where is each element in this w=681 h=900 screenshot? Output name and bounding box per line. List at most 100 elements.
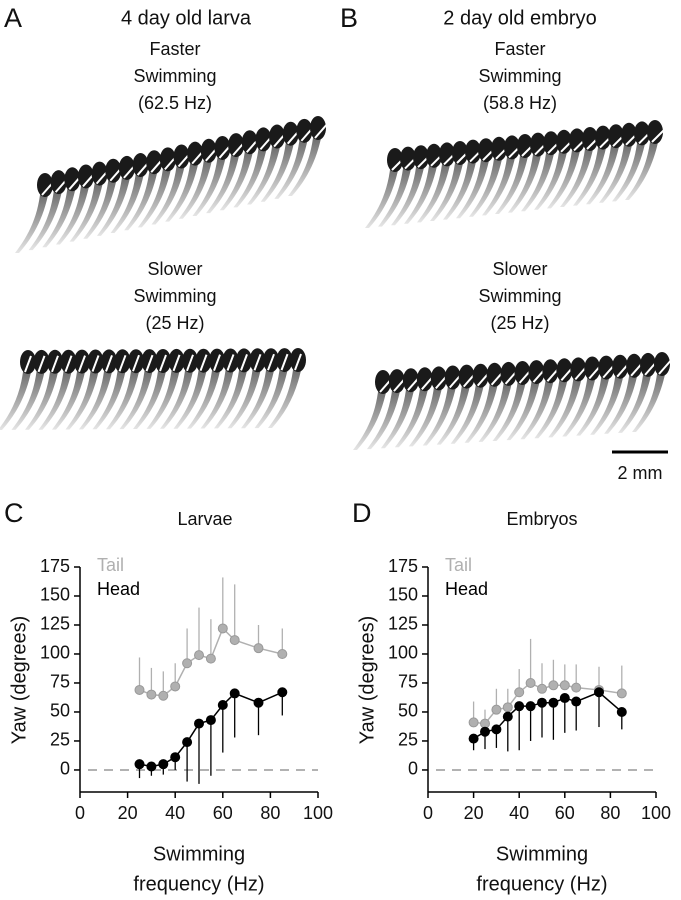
fish-tail (187, 360, 222, 429)
fish-head (402, 368, 419, 393)
x-tick-label: 60 (213, 803, 233, 823)
fish-tail (353, 382, 388, 450)
data-point (134, 684, 145, 695)
x-tick-label: 100 (641, 803, 671, 823)
fish-tail (450, 375, 486, 444)
fish-tail (83, 170, 119, 239)
fish-head (640, 352, 657, 377)
fish-tail (42, 179, 78, 248)
fish-tail (547, 140, 582, 209)
data-point (491, 704, 502, 715)
fish-axis (226, 354, 235, 371)
data-point (514, 687, 525, 698)
fish-tail (106, 361, 141, 430)
y-tick-label: 0 (408, 759, 418, 779)
fish-tail (79, 361, 114, 430)
data-point (480, 726, 490, 737)
panel-letter: B (340, 3, 358, 33)
fish-head (478, 138, 494, 163)
y-tick-label: 25 (398, 730, 418, 750)
condition-label: Faster (149, 39, 200, 59)
fish-head (584, 356, 601, 381)
fish-tail (365, 160, 400, 228)
data-point (229, 635, 240, 646)
fish-head (426, 143, 442, 168)
fish-tail (214, 360, 249, 429)
fish-head (582, 127, 598, 151)
fish-head (200, 138, 217, 163)
fish-tail (625, 132, 660, 200)
fish-tail (417, 154, 452, 223)
data-point (182, 658, 193, 669)
data-point (194, 650, 204, 661)
fish-tail (492, 373, 528, 441)
data-point (502, 702, 513, 713)
fish-tail (508, 144, 543, 213)
fish-tail (274, 130, 310, 199)
fish-tail (11, 361, 47, 430)
panel-letter: D (352, 498, 372, 528)
fish-axis (78, 355, 86, 372)
y-tick-label: 75 (50, 672, 70, 692)
fish-axis (105, 355, 113, 372)
fish-tail (599, 134, 634, 203)
fish-axis (64, 355, 73, 373)
fish-head (118, 155, 135, 180)
fish-head (400, 146, 416, 171)
fish-head (64, 167, 81, 192)
fish-axis (651, 125, 669, 143)
y-axis-label: Yaw (degrees) (8, 616, 30, 745)
fish-tail (173, 360, 209, 429)
data-point (170, 681, 181, 692)
data-point (277, 648, 288, 659)
fish-head (647, 120, 663, 144)
fish-tail (55, 176, 91, 245)
fish-tail (65, 361, 101, 430)
data-point (158, 759, 169, 770)
fish-tail (192, 147, 228, 216)
fish-axis (186, 354, 194, 372)
condition-label: (62.5 Hz) (138, 93, 212, 113)
fish-tail (404, 155, 439, 224)
fish-head (413, 145, 429, 170)
fish-tail (260, 133, 296, 202)
data-point (571, 682, 582, 693)
fish-tail (469, 148, 504, 217)
fish-tail (227, 360, 263, 429)
fish-head (228, 133, 245, 158)
fish-head (282, 121, 299, 146)
fish-head (37, 173, 53, 197)
fish-tail (521, 143, 556, 212)
x-axis-label: frequency (Hz) (476, 873, 607, 895)
y-tick-label: 50 (50, 701, 70, 721)
legend-entry: Head (97, 579, 140, 599)
fish-head (556, 358, 573, 383)
fish-tail (254, 360, 290, 429)
data-point (170, 752, 181, 763)
fish-tail (464, 374, 500, 443)
fish-axis (213, 354, 221, 371)
x-tick-label: 80 (600, 803, 620, 823)
data-point (205, 715, 216, 726)
fish-tail (456, 150, 491, 219)
y-tick-label: 175 (388, 556, 418, 576)
x-tick-label: 40 (509, 803, 529, 823)
condition-label: Swimming (478, 286, 561, 306)
fish-head (528, 360, 545, 385)
condition-label: Swimming (133, 66, 216, 86)
data-point (217, 623, 228, 634)
data-point (537, 697, 547, 708)
y-tick-label: 100 (40, 643, 70, 663)
fish-tail (137, 159, 173, 228)
data-point (537, 683, 547, 694)
fish-head (452, 141, 468, 165)
fish-tail (534, 141, 569, 210)
y-tick-label: 150 (40, 585, 70, 605)
data-point (182, 737, 193, 748)
scale-bar-label: 2 mm (618, 463, 663, 483)
fish-tail (124, 162, 160, 231)
data-point (616, 706, 627, 717)
fish-images (0, 116, 674, 450)
x-tick-label: 40 (165, 803, 185, 823)
